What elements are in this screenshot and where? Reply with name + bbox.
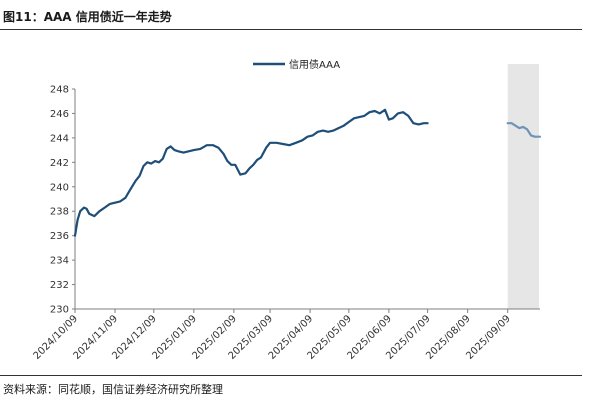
y-tick-label: 246 <box>50 109 69 120</box>
shaded-region-layer <box>507 64 539 309</box>
series-line-aaa-credit <box>73 108 429 237</box>
figure-title: 图11：AAA 信用债近一年走势 <box>3 10 172 24</box>
y-tick-label: 230 <box>50 305 69 316</box>
series-line-forecast <box>506 122 542 138</box>
y-tick-label: 240 <box>50 182 69 193</box>
legend-label: 信用债AAA <box>289 58 340 71</box>
legend: 信用债AAA <box>253 58 340 71</box>
bottom-divider <box>0 375 582 376</box>
y-tick-label: 248 <box>50 85 69 96</box>
y-tick-label: 232 <box>50 280 69 291</box>
axis-layer: 2302322342362382402422442462482024/10/09… <box>32 85 540 362</box>
y-tick-label: 242 <box>50 158 69 169</box>
y-tick-label: 238 <box>50 207 69 218</box>
y-tick-label: 236 <box>50 231 69 242</box>
forecast-shade <box>507 64 539 309</box>
series-layer <box>73 108 542 237</box>
y-tick-label: 234 <box>50 256 69 267</box>
top-divider <box>0 29 582 30</box>
source-note: 资料来源：同花顺，国信证券经济研究所整理 <box>3 383 223 396</box>
y-tick-label: 244 <box>50 133 69 144</box>
